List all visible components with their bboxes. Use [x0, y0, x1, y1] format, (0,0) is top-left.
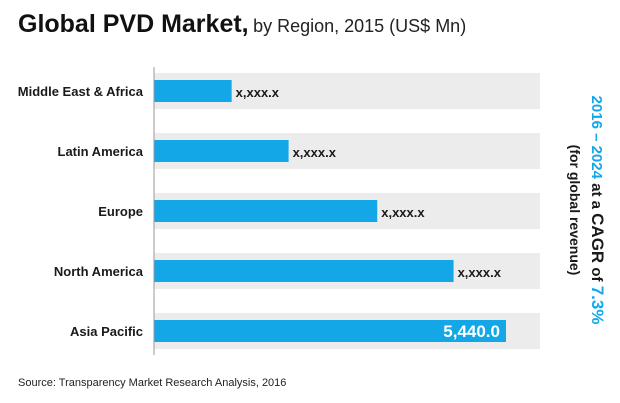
bars [154, 80, 506, 342]
source-note: Source: Transparency Market Research Ana… [18, 377, 287, 389]
category-label: Latin America [58, 144, 144, 159]
bar [154, 320, 506, 342]
category-label: Asia Pacific [70, 324, 143, 339]
value-label: x,xxx.x [293, 145, 337, 160]
value-label: x,xxx.x [458, 265, 502, 280]
bar [154, 140, 289, 162]
category-label: Europe [98, 204, 143, 219]
value-label: x,xxx.x [381, 205, 425, 220]
chart-title-sub: by Region, 2015 (US$ Mn) [253, 16, 467, 36]
cagr-note: 2016 – 2024 at a CAGR of 7.3% (for globa… [560, 76, 620, 344]
bar [154, 260, 454, 282]
value-label: x,xxx.x [236, 85, 280, 100]
category-label: Middle East & Africa [18, 84, 144, 99]
value-label: 5,440.0 [443, 322, 500, 341]
chart-title: Global PVD Market, by Region, 2015 (US$ … [18, 9, 466, 43]
cagr-note-line2: (for global revenue) [567, 145, 583, 276]
bar [154, 80, 232, 102]
category-labels: Middle East & Africa Latin America Europe N… [18, 84, 144, 339]
cagr-note-line1: 2016 – 2024 at a CAGR of 7.3% [588, 96, 607, 325]
value-labels: x,xxx.x x,xxx.x x,xxx.x x,xxx.x 5,440.0 [236, 85, 502, 341]
category-label: North America [54, 264, 144, 279]
bar [154, 200, 378, 222]
chart-title-main: Global PVD Market, [18, 10, 249, 38]
